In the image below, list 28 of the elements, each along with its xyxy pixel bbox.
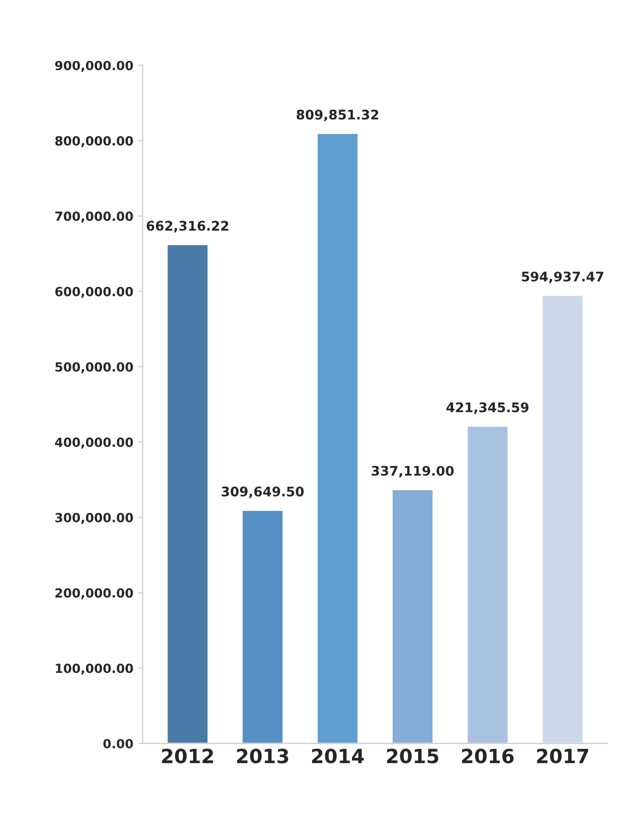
data-label: 594,937.47 (522, 272, 604, 284)
bar (241, 509, 284, 744)
x-tick-label: 2017 (537, 748, 588, 764)
y-tick-label: 0.00 (103, 738, 133, 748)
y-tick-label: 100,000.00 (56, 664, 133, 675)
y-tick-label: 500,000.00 (55, 362, 133, 374)
bar (541, 294, 584, 744)
y-tick-label: 800,000.00 (55, 136, 133, 148)
bar (166, 244, 209, 744)
data-label: 809,851.32 (296, 110, 378, 122)
y-tick-label: 600,000.00 (55, 286, 133, 298)
data-label: 421,345.59 (446, 402, 528, 414)
data-label: 309,649.50 (222, 486, 304, 498)
bar (316, 132, 359, 744)
y-tick-label: 300,000.00 (55, 512, 133, 524)
bar (466, 425, 509, 744)
y-tick-label: 700,000.00 (55, 212, 133, 223)
y-tick-label: 200,000.00 (55, 588, 133, 600)
x-tick-label: 2014 (312, 748, 364, 764)
x-tick-label: 2015 (387, 748, 438, 764)
data-label: 337,119.00 (372, 466, 454, 478)
y-tick-label: 400,000.00 (55, 438, 133, 449)
x-tick-label: 2016 (462, 748, 514, 764)
x-tick-label: 2013 (237, 748, 288, 764)
x-tick-label: 2012 (162, 748, 213, 764)
bar (391, 488, 434, 744)
y-tick-label: 900,000.00 (55, 60, 133, 72)
data-label: 662,316.22 (146, 220, 228, 232)
